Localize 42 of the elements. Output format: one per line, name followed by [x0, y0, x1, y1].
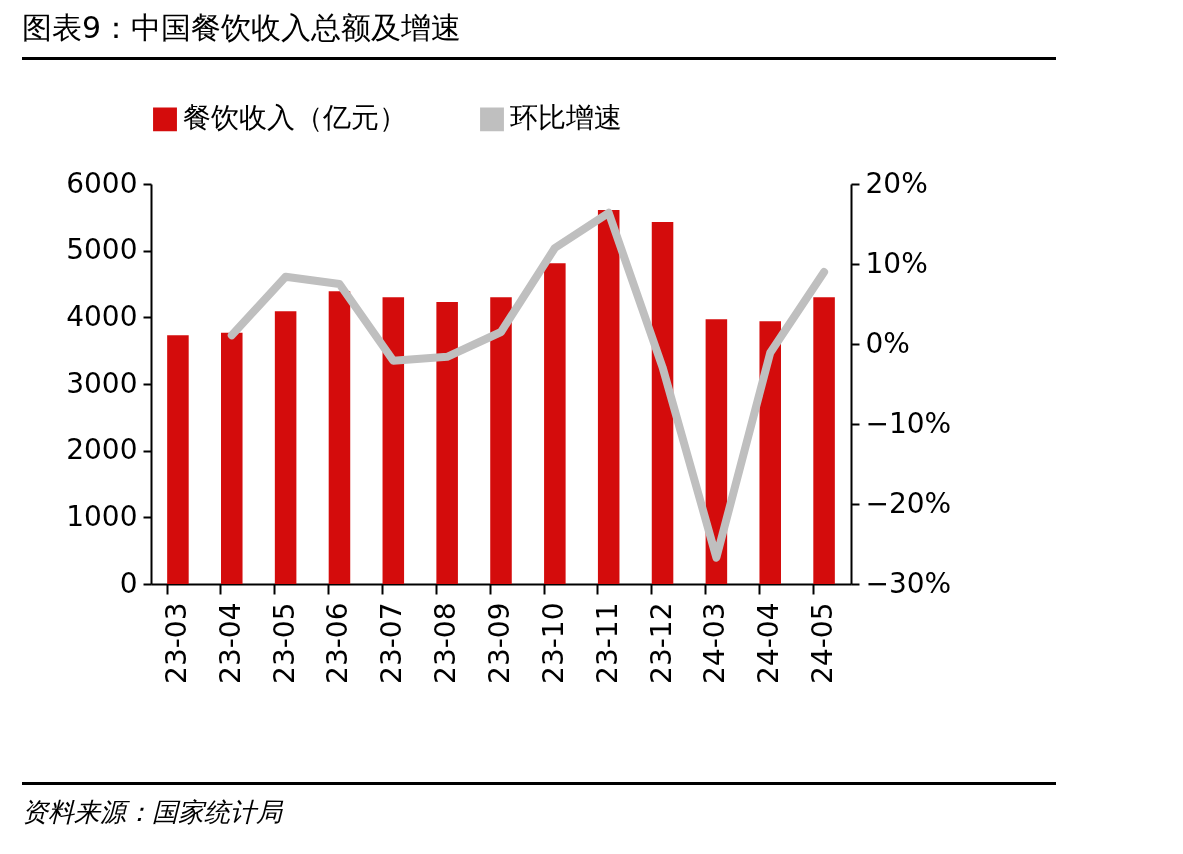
x-tick-label: 24-05: [806, 602, 840, 684]
x-tick-label: 23-08: [429, 602, 463, 684]
bar: [544, 263, 566, 584]
x-tick-label: 23-07: [375, 602, 409, 684]
x-tick-label: 23-03: [159, 602, 193, 684]
bar: [759, 321, 781, 584]
y-tick-label: 1000: [66, 499, 138, 533]
chart-title: 图表9：中国餐饮收入总额及增速: [22, 8, 1056, 60]
bar: [490, 297, 512, 584]
legend-label: 环比增速: [510, 101, 622, 135]
y2-tick-label: 10%: [865, 246, 928, 280]
bar: [382, 297, 405, 584]
bar: [651, 222, 674, 584]
bar: [274, 311, 297, 584]
y-tick-label: 5000: [66, 233, 138, 267]
x-tick-label: 23-09: [483, 602, 516, 684]
y-tick-label: 2000: [66, 433, 138, 467]
bar: [221, 332, 243, 584]
x-tick-label: 23-06: [321, 602, 355, 684]
y2-tick-label: −30%: [865, 566, 952, 600]
y-tick-label: 0: [119, 566, 138, 600]
x-tick-label: 24-04: [752, 602, 786, 684]
text: 资料来源：国家统计局: [22, 782, 1056, 830]
y2-tick-label: −10%: [865, 406, 952, 440]
y2-tick-label: 20%: [865, 166, 928, 200]
x-tick-label: 23-05: [267, 602, 301, 684]
bar: [436, 302, 458, 584]
x-tick-label: 23-10: [536, 602, 570, 684]
y2-tick-label: 0%: [865, 326, 910, 360]
y2-tick-label: −20%: [865, 486, 952, 520]
bar: [167, 335, 189, 584]
y-tick-label: 6000: [66, 166, 138, 200]
bar: [597, 210, 620, 584]
x-tick-label: 23-11: [590, 602, 624, 684]
x-tick-label: 23-04: [213, 602, 247, 684]
x-tick-label: 23-12: [644, 602, 678, 684]
legend-label: 餐饮收入（亿元）: [183, 101, 407, 135]
x-tick-label: 24-03: [698, 602, 732, 684]
y-tick-label: 4000: [66, 299, 138, 333]
bar: [813, 297, 835, 584]
bar: [328, 291, 351, 584]
y-tick-label: 3000: [66, 366, 138, 400]
